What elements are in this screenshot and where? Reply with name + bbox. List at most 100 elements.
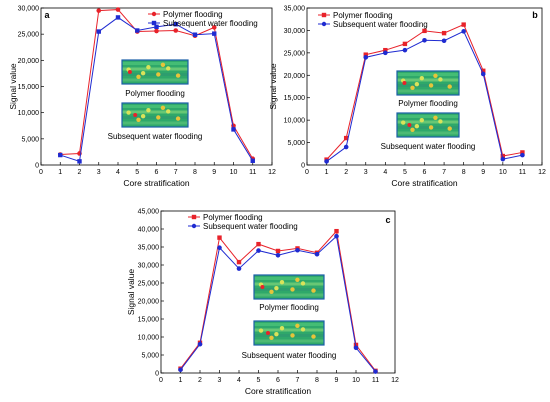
data-point: [197, 341, 203, 347]
core-scan-spot: [433, 115, 438, 121]
x-tick-label: 9: [335, 377, 339, 384]
core-scan-band: [254, 328, 324, 332]
y-tick-label: 15,000: [138, 317, 160, 324]
core-scan-band: [254, 339, 324, 343]
chart-panel-c: 0 1 2 3 4 5 6 7 8 9 10 11 1205,00010,00015,00020,000…: [126, 209, 399, 397]
inset-caption: Subsequent water flooding: [242, 351, 337, 360]
panel-label: c: [385, 215, 390, 225]
data-point: [96, 29, 101, 34]
data-point: [334, 233, 339, 239]
data-point: [115, 7, 121, 12]
data-point: [58, 152, 63, 158]
core-scan-image: [121, 59, 189, 85]
core-scan-band: [122, 62, 188, 65]
core-scan-image: [396, 70, 460, 96]
x-tick-label: 6: [423, 169, 427, 176]
legend-swatch-marker: [321, 12, 327, 18]
core-scan-spot: [419, 118, 424, 123]
panel-label: a: [44, 10, 50, 20]
y-tick-label: 25,000: [138, 281, 160, 288]
data-point: [236, 266, 242, 271]
core-scan-spot: [166, 66, 171, 71]
core-scan-spot: [136, 74, 141, 80]
x-tick-label: 1: [179, 377, 183, 384]
core-scan-border: [121, 102, 189, 128]
legend-label: Polymer flooding: [203, 213, 263, 222]
core-scan-band: [397, 120, 459, 124]
core-scan-band: [254, 288, 324, 291]
x-tick-label: 7: [296, 377, 300, 384]
y-tick-label: 30,000: [284, 28, 306, 35]
y-tick-label: 35,000: [138, 245, 160, 252]
core-scan-band: [122, 116, 188, 119]
data-point: [402, 41, 408, 47]
data-point: [211, 25, 217, 30]
inset-caption: Polymer flooding: [125, 89, 185, 98]
data-point: [217, 235, 222, 240]
core-scan-hotspot: [127, 70, 132, 74]
y-tick-label: 10,000: [138, 335, 160, 342]
core-scan-spot: [160, 105, 166, 111]
x-tick-label: 12: [538, 169, 546, 176]
core-scan-hotspot: [133, 113, 138, 117]
data-point: [173, 22, 178, 27]
data-point: [154, 28, 159, 34]
data-point: [500, 153, 506, 159]
x-tick-label: 5: [403, 169, 407, 176]
core-scan-spot: [414, 82, 420, 87]
y-tick-label: 45,000: [138, 209, 160, 216]
data-point: [441, 38, 447, 44]
core-scan-spot: [156, 115, 161, 120]
y-tick-label: 15,000: [18, 84, 40, 91]
y-axis-label: Signal value: [8, 63, 18, 110]
core-scan-spot: [438, 77, 443, 82]
legend-swatch-marker: [321, 21, 327, 27]
data-point: [324, 159, 329, 164]
data-point: [295, 247, 300, 253]
x-tick-label: 7: [174, 169, 178, 176]
core-scan-spot: [414, 124, 420, 129]
core-scan-spot: [311, 288, 316, 293]
core-scan-border: [396, 112, 460, 138]
x-tick-label: 1: [325, 169, 329, 176]
core-scan-band: [254, 334, 324, 337]
core-scan-spot: [175, 116, 181, 121]
y-tick-label: 20,000: [18, 58, 40, 65]
data-point: [256, 241, 261, 247]
core-scan-hotspot: [402, 81, 407, 85]
y-axis-label: Signal value: [268, 63, 278, 110]
core-scan-image: [253, 274, 325, 300]
core-scan-spot: [410, 127, 415, 132]
y-tick-label: 10,000: [284, 118, 306, 125]
core-scan-spot: [146, 108, 151, 113]
chart-panel-a: 0 1 2 3 4 5 6 7 8 9 10 11 1205,00010,00015,00020,000…: [8, 6, 276, 189]
data-point: [500, 156, 506, 162]
core-scan-spot: [311, 334, 316, 339]
core-scan-spot: [126, 110, 131, 115]
core-scan-spot: [140, 71, 146, 76]
data-point: [77, 159, 82, 164]
core-scan-image: [253, 320, 325, 346]
core-scan-border: [253, 274, 325, 300]
y-tick-label: 30,000: [18, 6, 40, 13]
data-point: [250, 158, 255, 164]
x-tick-label: 11: [372, 377, 379, 384]
data-point: [256, 248, 261, 253]
x-tick-label: 4: [116, 169, 120, 176]
data-point: [96, 8, 102, 13]
core-scan-spot: [447, 126, 452, 131]
data-point: [373, 369, 378, 374]
core-scan-band: [254, 323, 324, 326]
core-scan-hotspot: [407, 123, 412, 127]
y-tick-label: 20,000: [138, 299, 160, 306]
x-tick-label: 5: [257, 377, 261, 384]
data-point: [383, 47, 388, 53]
legend-label: Polymer flooding: [333, 11, 393, 20]
core-scan-spot: [438, 119, 443, 124]
core-scan-spot: [410, 85, 415, 91]
y-axis-label: Signal value: [126, 269, 136, 316]
x-tick-label: 4: [237, 377, 241, 384]
core-scan-spot: [140, 114, 146, 119]
x-tick-label: 8: [193, 169, 197, 176]
